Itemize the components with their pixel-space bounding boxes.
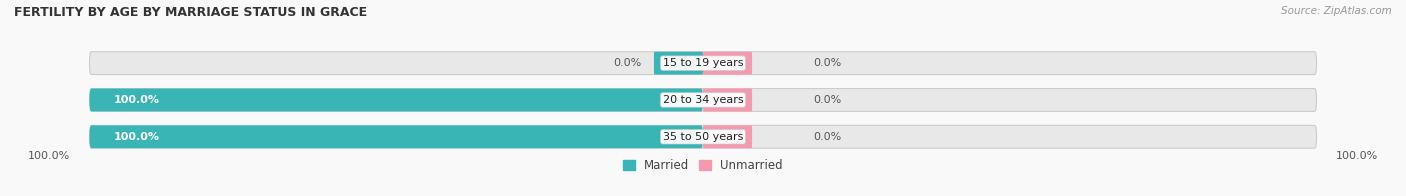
Text: 100.0%: 100.0% [114, 132, 160, 142]
Text: 100.0%: 100.0% [28, 151, 70, 161]
Text: 0.0%: 0.0% [814, 58, 842, 68]
Text: 100.0%: 100.0% [1336, 151, 1378, 161]
FancyBboxPatch shape [90, 125, 703, 148]
Text: 0.0%: 0.0% [814, 95, 842, 105]
Text: 20 to 34 years: 20 to 34 years [662, 95, 744, 105]
Text: FERTILITY BY AGE BY MARRIAGE STATUS IN GRACE: FERTILITY BY AGE BY MARRIAGE STATUS IN G… [14, 6, 367, 19]
FancyBboxPatch shape [703, 89, 752, 111]
FancyBboxPatch shape [703, 125, 752, 148]
Text: 35 to 50 years: 35 to 50 years [662, 132, 744, 142]
FancyBboxPatch shape [90, 89, 703, 111]
Text: 0.0%: 0.0% [814, 132, 842, 142]
FancyBboxPatch shape [90, 89, 1316, 111]
FancyBboxPatch shape [90, 52, 1316, 74]
Text: 15 to 19 years: 15 to 19 years [662, 58, 744, 68]
Legend: Married, Unmarried: Married, Unmarried [619, 154, 787, 177]
FancyBboxPatch shape [90, 125, 1316, 148]
Text: Source: ZipAtlas.com: Source: ZipAtlas.com [1281, 6, 1392, 16]
Text: 0.0%: 0.0% [613, 58, 641, 68]
Text: 100.0%: 100.0% [114, 95, 160, 105]
FancyBboxPatch shape [703, 52, 752, 74]
FancyBboxPatch shape [654, 52, 703, 74]
